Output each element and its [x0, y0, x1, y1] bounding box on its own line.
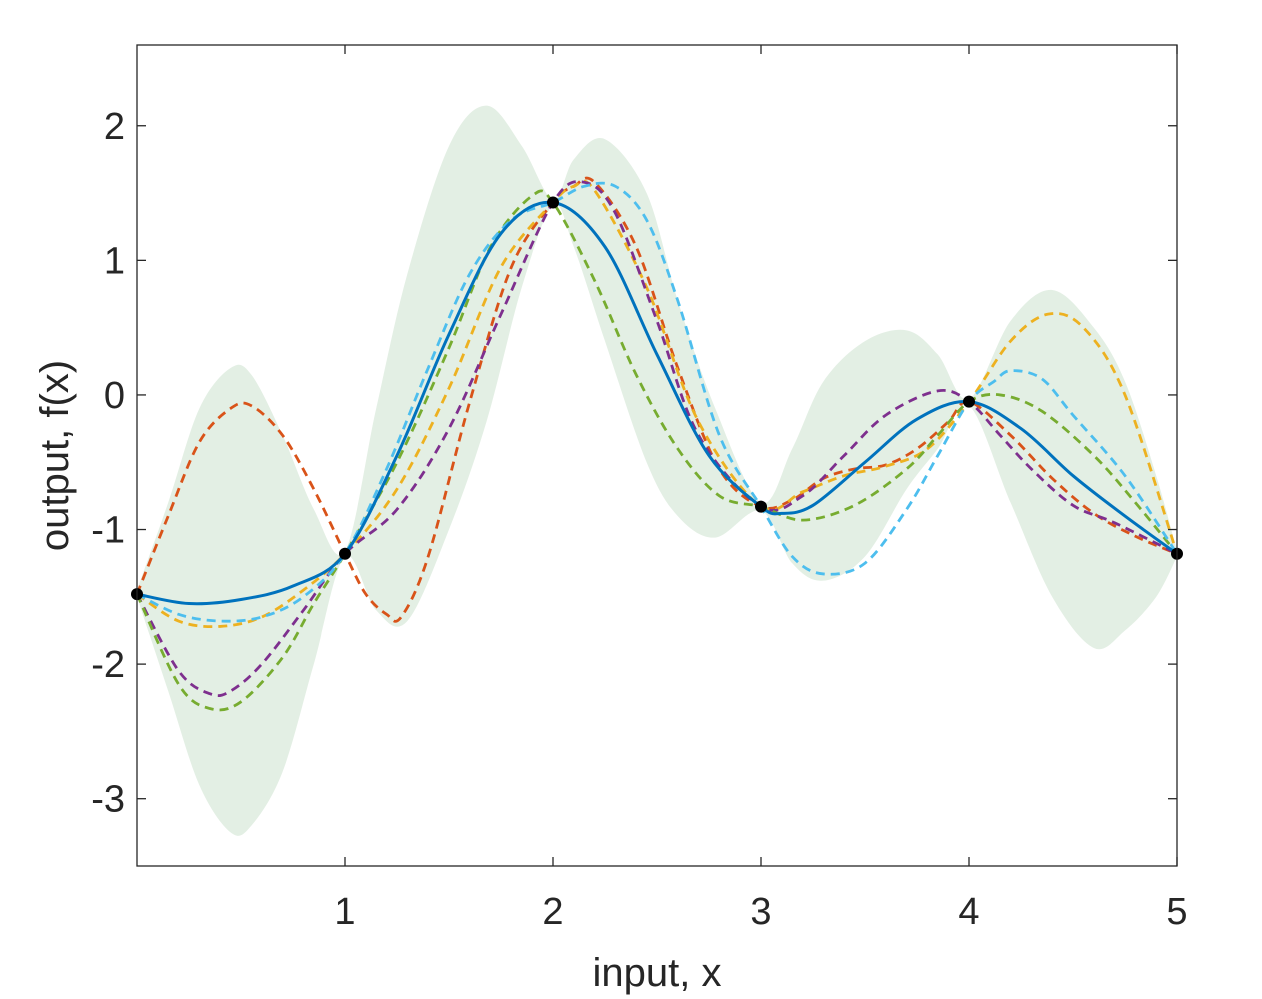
observation-point: [339, 547, 351, 560]
observation-points-layer: [131, 196, 1183, 601]
y-axis-label: output, f(x): [33, 360, 77, 551]
plot-area-frame: [136, 44, 1178, 867]
y-tick-label: 1: [104, 240, 125, 282]
confidence-band-layer: [137, 105, 1177, 836]
sample-line-5: [136, 181, 1179, 623]
y-tick-label: -1: [91, 510, 125, 552]
axis-ticks-layer: 1 2 3 4 5 2 1 0 -1 -2 -3: [91, 45, 1188, 933]
series-layer: [135, 176, 1179, 712]
sample-line-2: [136, 179, 1179, 629]
sample-line-4: [135, 189, 1179, 712]
y-tick-label: -3: [91, 779, 125, 821]
sample-line-1: [135, 176, 1178, 623]
x-tick-label: 3: [750, 891, 771, 933]
x-axis-label: input, x: [593, 951, 722, 995]
x-tick-label: 2: [542, 891, 563, 933]
y-tick-label: 2: [104, 106, 125, 148]
observation-point: [963, 395, 975, 408]
observation-point: [755, 500, 767, 513]
y-tick-label: -2: [91, 644, 125, 686]
x-tick-label: 5: [1166, 891, 1187, 933]
observation-point: [547, 196, 559, 209]
x-tick-label: 4: [958, 891, 979, 933]
sample-line-3: [135, 180, 1178, 698]
confidence-band: [137, 105, 1177, 836]
x-tick-label: 1: [334, 891, 355, 933]
y-tick-label: 0: [104, 375, 125, 417]
mean-line: [136, 200, 1178, 606]
